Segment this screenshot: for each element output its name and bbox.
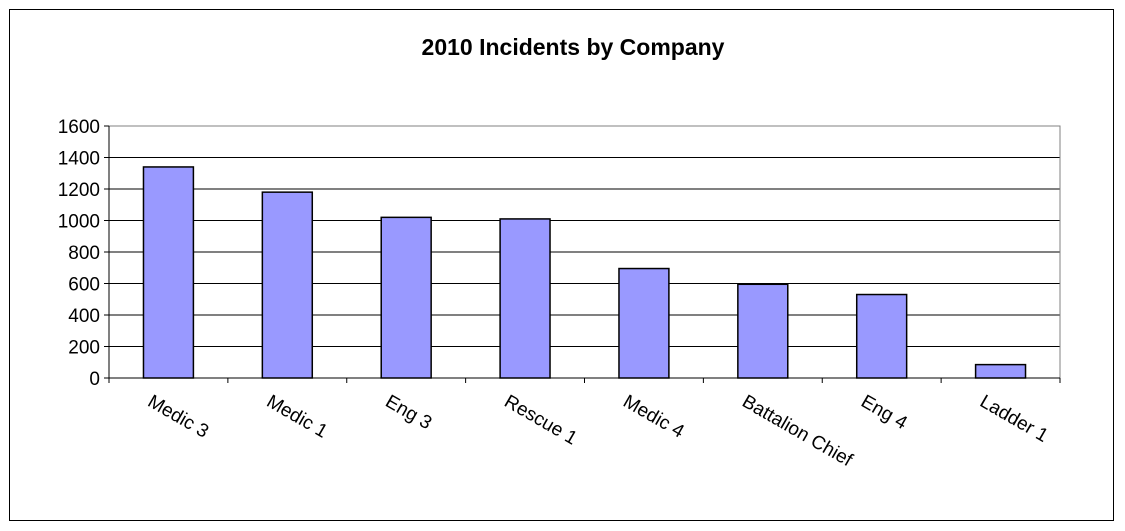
y-tick-label: 1400 [58, 149, 100, 170]
y-tick-label: 0 [89, 369, 100, 390]
x-category-label: Eng 4 [857, 391, 911, 434]
bar-battalion-chief [737, 283, 789, 379]
y-tick-label: 600 [68, 275, 100, 296]
y-tick-label: 800 [68, 243, 100, 264]
bars [142, 166, 1027, 379]
bar-ladder-1 [974, 363, 1027, 379]
bar-medic-4 [618, 267, 670, 379]
bar-rescue-1 [499, 218, 551, 379]
x-category-label: Rescue 1 [501, 391, 581, 449]
x-category-label: Medic 1 [263, 391, 331, 442]
y-axis-tick-labels: 0 200 400 600 800 1000 1200 1400 1600 [58, 117, 100, 390]
x-category-label: Battalion Chief [738, 391, 856, 471]
bar-eng-4 [855, 293, 908, 379]
y-tick-label: 200 [68, 338, 100, 359]
gridlines [109, 125, 1060, 347]
x-category-label: Ladder 1 [976, 391, 1051, 447]
chart-title: 2010 Incidents by Company [422, 34, 725, 60]
y-tick-label: 1600 [58, 117, 100, 138]
x-axis-category-labels: Medic 3 Medic 1 Eng 3 Rescue 1 Medic 4 Battal… [144, 391, 1052, 471]
bar-medic-3 [142, 166, 195, 379]
bar-eng-3 [380, 216, 432, 379]
y-tick-label: 1000 [58, 212, 100, 233]
y-tick-label: 1200 [58, 180, 100, 201]
x-category-label: Eng 3 [382, 391, 436, 434]
y-tick-label: 400 [68, 306, 100, 327]
x-category-label: Medic 3 [144, 391, 212, 442]
bar-medic-1 [261, 191, 314, 379]
axes [104, 125, 1061, 383]
x-category-label: Medic 4 [619, 391, 687, 443]
